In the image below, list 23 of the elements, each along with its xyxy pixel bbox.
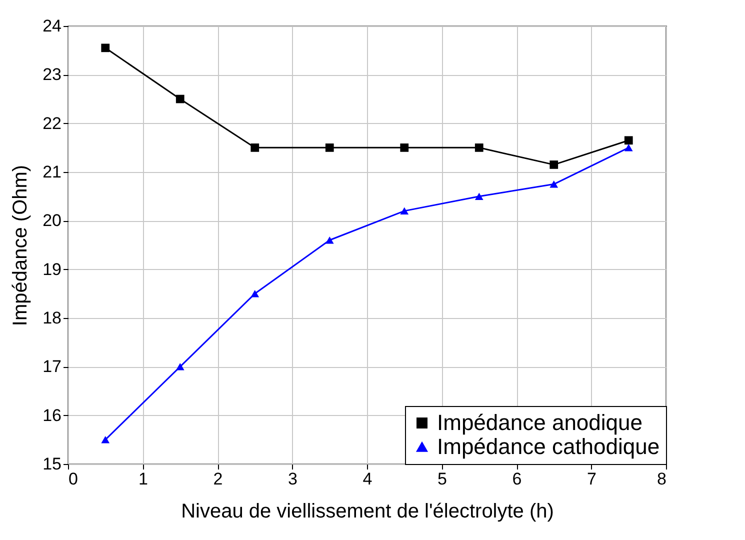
y-tick-label: 18 — [42, 308, 62, 328]
y-axis-title: Impédance (Ohm) — [10, 164, 32, 326]
y-tick-label: 16 — [42, 406, 62, 425]
legend-label: Impédance anodique — [437, 410, 642, 435]
y-tick-label: 17 — [42, 357, 62, 376]
x-tick-label: 8 — [657, 470, 666, 488]
y-tick-label: 20 — [42, 211, 62, 230]
y-tick-label: 21 — [42, 162, 62, 182]
y-tick-label: 23 — [42, 65, 62, 84]
x-tick-label: 7 — [587, 470, 596, 488]
legend-label: Impédance cathodique — [437, 434, 660, 459]
x-axis-title: Niveau de viellissement de l'électrolyte (h) — [181, 500, 554, 522]
x-tick-label: 1 — [138, 470, 148, 488]
y-tick-label: 15 — [42, 454, 62, 474]
x-tick-label: 5 — [438, 470, 447, 488]
x-tick-label: 3 — [288, 470, 298, 488]
x-tick-label: 6 — [512, 470, 522, 488]
x-tick-label: 0 — [68, 470, 78, 488]
x-tick-label: 4 — [362, 470, 372, 488]
y-tick-label: 22 — [42, 114, 62, 133]
y-tick-label: 19 — [42, 260, 62, 279]
y-tick-label: 24 — [42, 16, 62, 36]
x-tick-label: 2 — [213, 470, 223, 488]
